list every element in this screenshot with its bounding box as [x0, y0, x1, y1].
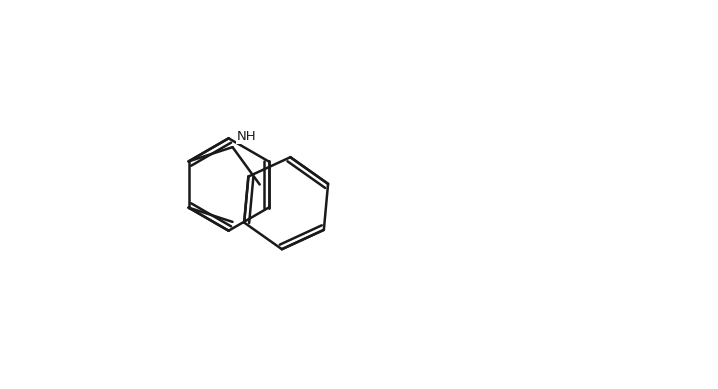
- Text: NH: NH: [236, 130, 256, 143]
